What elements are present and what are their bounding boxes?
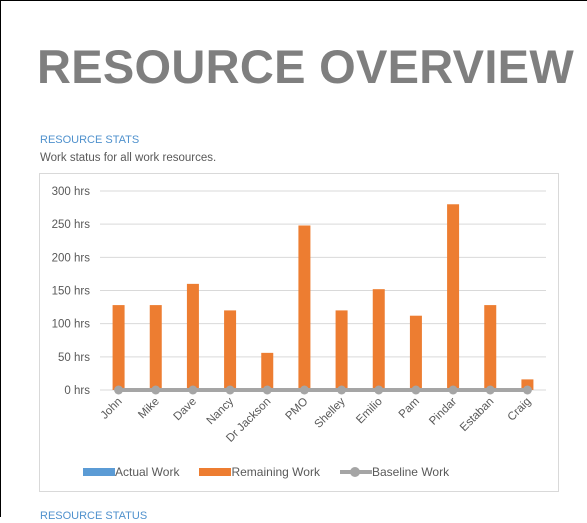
window-left-border	[0, 0, 1, 517]
section-description: Work status for all work resources.	[40, 152, 217, 164]
y-tick-label: 300 hrs	[52, 186, 91, 198]
baseline-work-point	[411, 385, 421, 395]
baseline-work-point	[188, 385, 198, 395]
baseline-work-point	[225, 385, 235, 395]
bar-remaining-work	[261, 352, 274, 390]
baseline-work-point	[262, 385, 272, 395]
legend-label-baseline-work: Baseline Work	[371, 465, 450, 479]
bar-remaining-work	[335, 310, 348, 390]
x-category-label: Emilio	[354, 396, 385, 427]
baseline-work-point	[522, 385, 532, 395]
y-tick-label: 0 hrs	[64, 385, 90, 397]
x-category-label: Dave	[172, 396, 199, 423]
y-tick-label: 50 hrs	[58, 352, 90, 364]
bar-remaining-work	[484, 305, 497, 390]
bar-remaining-work	[298, 225, 311, 390]
bar-remaining-work	[447, 204, 460, 390]
x-category-label: Pindar	[427, 396, 459, 428]
report-title: RESOURCE OVERVIEW	[37, 40, 574, 93]
legend-swatch-remaining-work	[199, 468, 232, 476]
y-tick-label: 200 hrs	[52, 252, 91, 264]
bar-remaining-work	[224, 310, 237, 390]
chart-container[interactable]: 300 hrs 250 hrs 200 hrs 150 hrs 100 hrs 50 hr…	[39, 173, 559, 492]
next-section-heading: RESOURCE STATUS	[40, 510, 148, 522]
baseline-work-point	[448, 385, 458, 395]
x-category-label: Mike	[136, 396, 162, 422]
legend-swatch-baseline-work	[339, 465, 372, 479]
y-tick-label: 150 hrs	[52, 286, 91, 298]
baseline-work-point	[151, 385, 161, 395]
baseline-work-point	[337, 385, 347, 395]
legend-label-actual-work: Actual Work	[115, 465, 180, 479]
x-category-label: PMO	[284, 396, 311, 423]
resource-stats-chart: 300 hrs 250 hrs 200 hrs 150 hrs 100 hrs 50 hr…	[52, 186, 546, 445]
bar-remaining-work	[186, 283, 199, 390]
bar-remaining-work	[521, 379, 534, 390]
bar-remaining-work	[372, 289, 385, 390]
baseline-work-point	[374, 385, 384, 395]
baseline-work-point	[299, 385, 309, 395]
y-tick-label: 250 hrs	[52, 219, 91, 231]
x-category-label: Estaban	[458, 396, 496, 434]
bar-remaining-work	[409, 315, 422, 390]
x-category-label: Craig	[506, 396, 534, 424]
x-category-label: Pam	[397, 396, 422, 421]
legend-item-actual-work: Actual Work	[83, 465, 179, 479]
y-tick-label: 100 hrs	[52, 319, 91, 331]
chart-legend: Actual Work Remaining Work Baseline Work	[83, 465, 469, 479]
section-heading: RESOURCE STATS	[40, 134, 140, 146]
legend-label-remaining-work: Remaining Work	[231, 465, 320, 479]
baseline-work-point	[485, 385, 495, 395]
x-category-label: Nancy	[205, 395, 237, 427]
bar-remaining-work	[149, 305, 162, 390]
legend-item-remaining-work: Remaining Work	[199, 465, 320, 479]
bar-remaining-work	[112, 305, 125, 390]
window-top-border	[0, 0, 587, 1]
legend-item-baseline-work: Baseline Work	[339, 465, 450, 479]
baseline-work-point	[114, 385, 124, 395]
x-category-label: John	[99, 396, 125, 422]
x-category-label: Shelley	[313, 395, 348, 430]
legend-swatch-actual-work	[83, 468, 115, 476]
